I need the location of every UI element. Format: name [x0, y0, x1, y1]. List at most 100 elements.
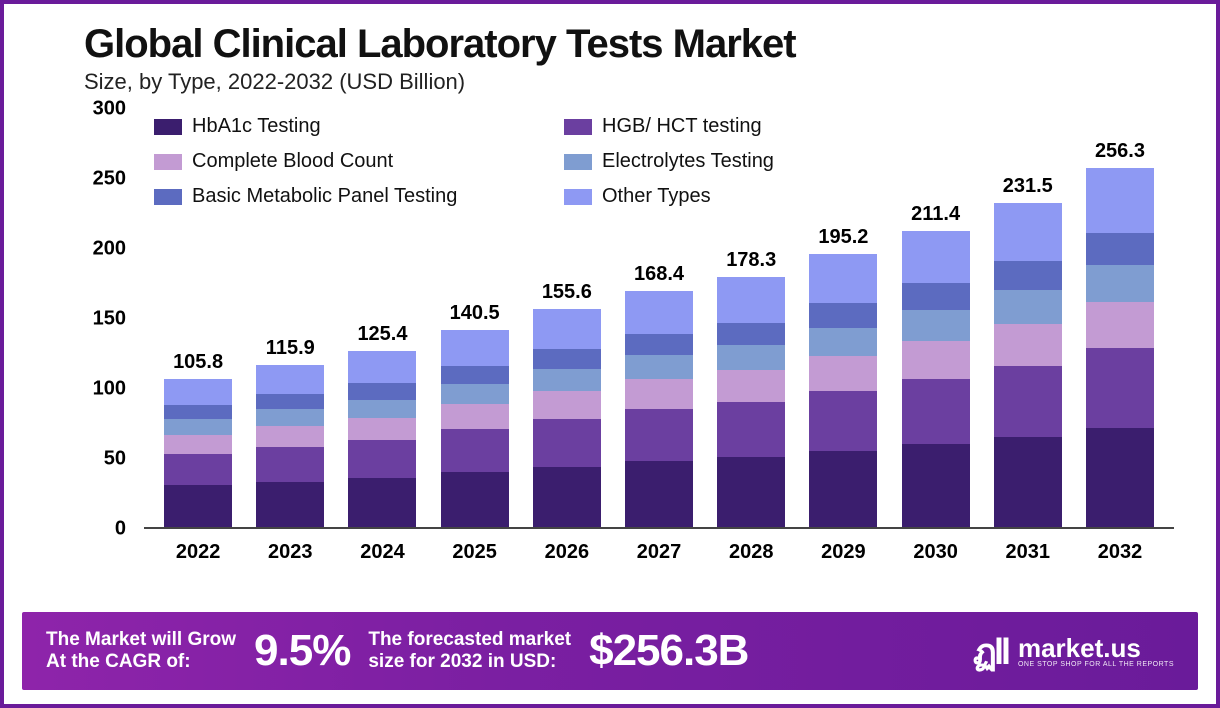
- bar-stack: 125.4: [348, 351, 416, 527]
- bar-segment: [348, 478, 416, 527]
- bar-segment: [164, 379, 232, 405]
- legend-swatch: [564, 189, 592, 205]
- bar-segment: [717, 323, 785, 345]
- bar-segment: [902, 341, 970, 379]
- bar-segment: [1086, 428, 1154, 527]
- legend-label: Basic Metabolic Panel Testing: [192, 185, 457, 208]
- bar-segment: [994, 290, 1062, 324]
- x-tick: 2024: [344, 541, 420, 564]
- x-tick: 2030: [898, 541, 974, 564]
- bar-segment: [994, 437, 1062, 527]
- bar-stack: 140.5: [441, 330, 509, 527]
- bar-segment: [717, 457, 785, 527]
- bar-group: 168.4: [621, 291, 697, 527]
- y-tick: 50: [104, 448, 126, 471]
- x-tick: 2029: [805, 541, 881, 564]
- legend-swatch: [154, 189, 182, 205]
- bar-segment: [717, 277, 785, 322]
- legend-item: Complete Blood Count: [154, 150, 564, 173]
- bar-total-label: 231.5: [1003, 175, 1053, 198]
- bar-segment: [256, 447, 324, 482]
- bar-segment: [809, 303, 877, 328]
- legend-item: Electrolytes Testing: [564, 150, 974, 173]
- legend-swatch: [154, 154, 182, 170]
- legend-label: HGB/ HCT testing: [602, 115, 762, 138]
- bar-total-label: 168.4: [634, 263, 684, 286]
- bar-segment: [1086, 265, 1154, 301]
- bar-segment: [441, 429, 509, 472]
- legend-label: HbA1c Testing: [192, 115, 321, 138]
- bar-segment: [625, 379, 693, 410]
- bar-segment: [1086, 168, 1154, 233]
- footer-banner: The Market will GrowAt the CAGR of: 9.5%…: [22, 612, 1198, 690]
- bar-segment: [902, 444, 970, 527]
- bar-stack: 256.3: [1086, 168, 1154, 527]
- bar-segment: [625, 355, 693, 379]
- bar-group: 155.6: [529, 309, 605, 527]
- bar-stack: 155.6: [533, 309, 601, 527]
- bar-segment: [625, 291, 693, 334]
- bar-segment: [717, 345, 785, 370]
- legend-label: Complete Blood Count: [192, 150, 393, 173]
- legend-item: HGB/ HCT testing: [564, 115, 974, 138]
- x-tick: 2025: [437, 541, 513, 564]
- bar-segment: [164, 435, 232, 455]
- legend-label: Other Types: [602, 185, 711, 208]
- bar-stack: 211.4: [902, 231, 970, 527]
- x-tick: 2028: [713, 541, 789, 564]
- bar-segment: [533, 391, 601, 419]
- bar-group: 140.5: [437, 330, 513, 527]
- bar-segment: [717, 370, 785, 402]
- y-tick: 0: [115, 518, 126, 541]
- bar-segment: [625, 334, 693, 355]
- cagr-value: 9.5%: [254, 626, 350, 676]
- bar-segment: [902, 231, 970, 283]
- forecast-value: $256.3B: [589, 626, 748, 676]
- y-tick: 150: [93, 308, 126, 331]
- bar-group: 256.3: [1082, 168, 1158, 527]
- bar-total-label: 195.2: [818, 226, 868, 249]
- forecast-label: The forecasted marketsize for 2032 in US…: [368, 629, 571, 673]
- bar-segment: [164, 454, 232, 485]
- brand-name: market.us: [1018, 635, 1174, 661]
- bar-total-label: 178.3: [726, 249, 776, 272]
- cagr-label: The Market will GrowAt the CAGR of:: [46, 629, 236, 673]
- bar-segment: [533, 467, 601, 527]
- chart-area: HbA1c Testing HGB/ HCT testing Complete Bl…: [84, 109, 1184, 579]
- bar-segment: [348, 383, 416, 400]
- x-tick: 2032: [1082, 541, 1158, 564]
- bar-segment: [902, 283, 970, 310]
- bar-segment: [625, 409, 693, 461]
- legend-item: HbA1c Testing: [154, 115, 564, 138]
- chart-subtitle: Size, by Type, 2022-2032 (USD Billion): [84, 69, 1216, 95]
- legend-swatch: [154, 119, 182, 135]
- bar-total-label: 125.4: [357, 323, 407, 346]
- y-tick: 100: [93, 378, 126, 401]
- bar-total-label: 155.6: [542, 281, 592, 304]
- bar-segment: [625, 461, 693, 527]
- bar-segment: [164, 419, 232, 434]
- chart-title: Global Clinical Laboratory Tests Market: [84, 22, 1216, 67]
- bar-segment: [441, 472, 509, 527]
- legend-swatch: [564, 119, 592, 135]
- bar-group: 231.5: [990, 203, 1066, 527]
- bar-segment: [256, 482, 324, 527]
- chart-legend: HbA1c Testing HGB/ HCT testing Complete Bl…: [154, 115, 974, 208]
- x-axis: 2022202320242025202620272028202920302031…: [144, 541, 1174, 564]
- bar-segment: [809, 356, 877, 391]
- y-tick: 300: [93, 98, 126, 121]
- bar-segment: [809, 328, 877, 356]
- bar-segment: [533, 419, 601, 467]
- bar-segment: [533, 349, 601, 369]
- brand-icon: ฏll: [973, 623, 1008, 680]
- bar-total-label: 140.5: [450, 302, 500, 325]
- bar-segment: [1086, 233, 1154, 265]
- bar-group: 115.9: [252, 365, 328, 527]
- brand-tagline: ONE STOP SHOP FOR ALL THE REPORTS: [1018, 661, 1174, 668]
- bar-segment: [256, 365, 324, 394]
- x-tick: 2023: [252, 541, 328, 564]
- bar-total-label: 115.9: [266, 337, 315, 360]
- bar-segment: [533, 369, 601, 391]
- bar-segment: [902, 310, 970, 341]
- bar-segment: [902, 379, 970, 445]
